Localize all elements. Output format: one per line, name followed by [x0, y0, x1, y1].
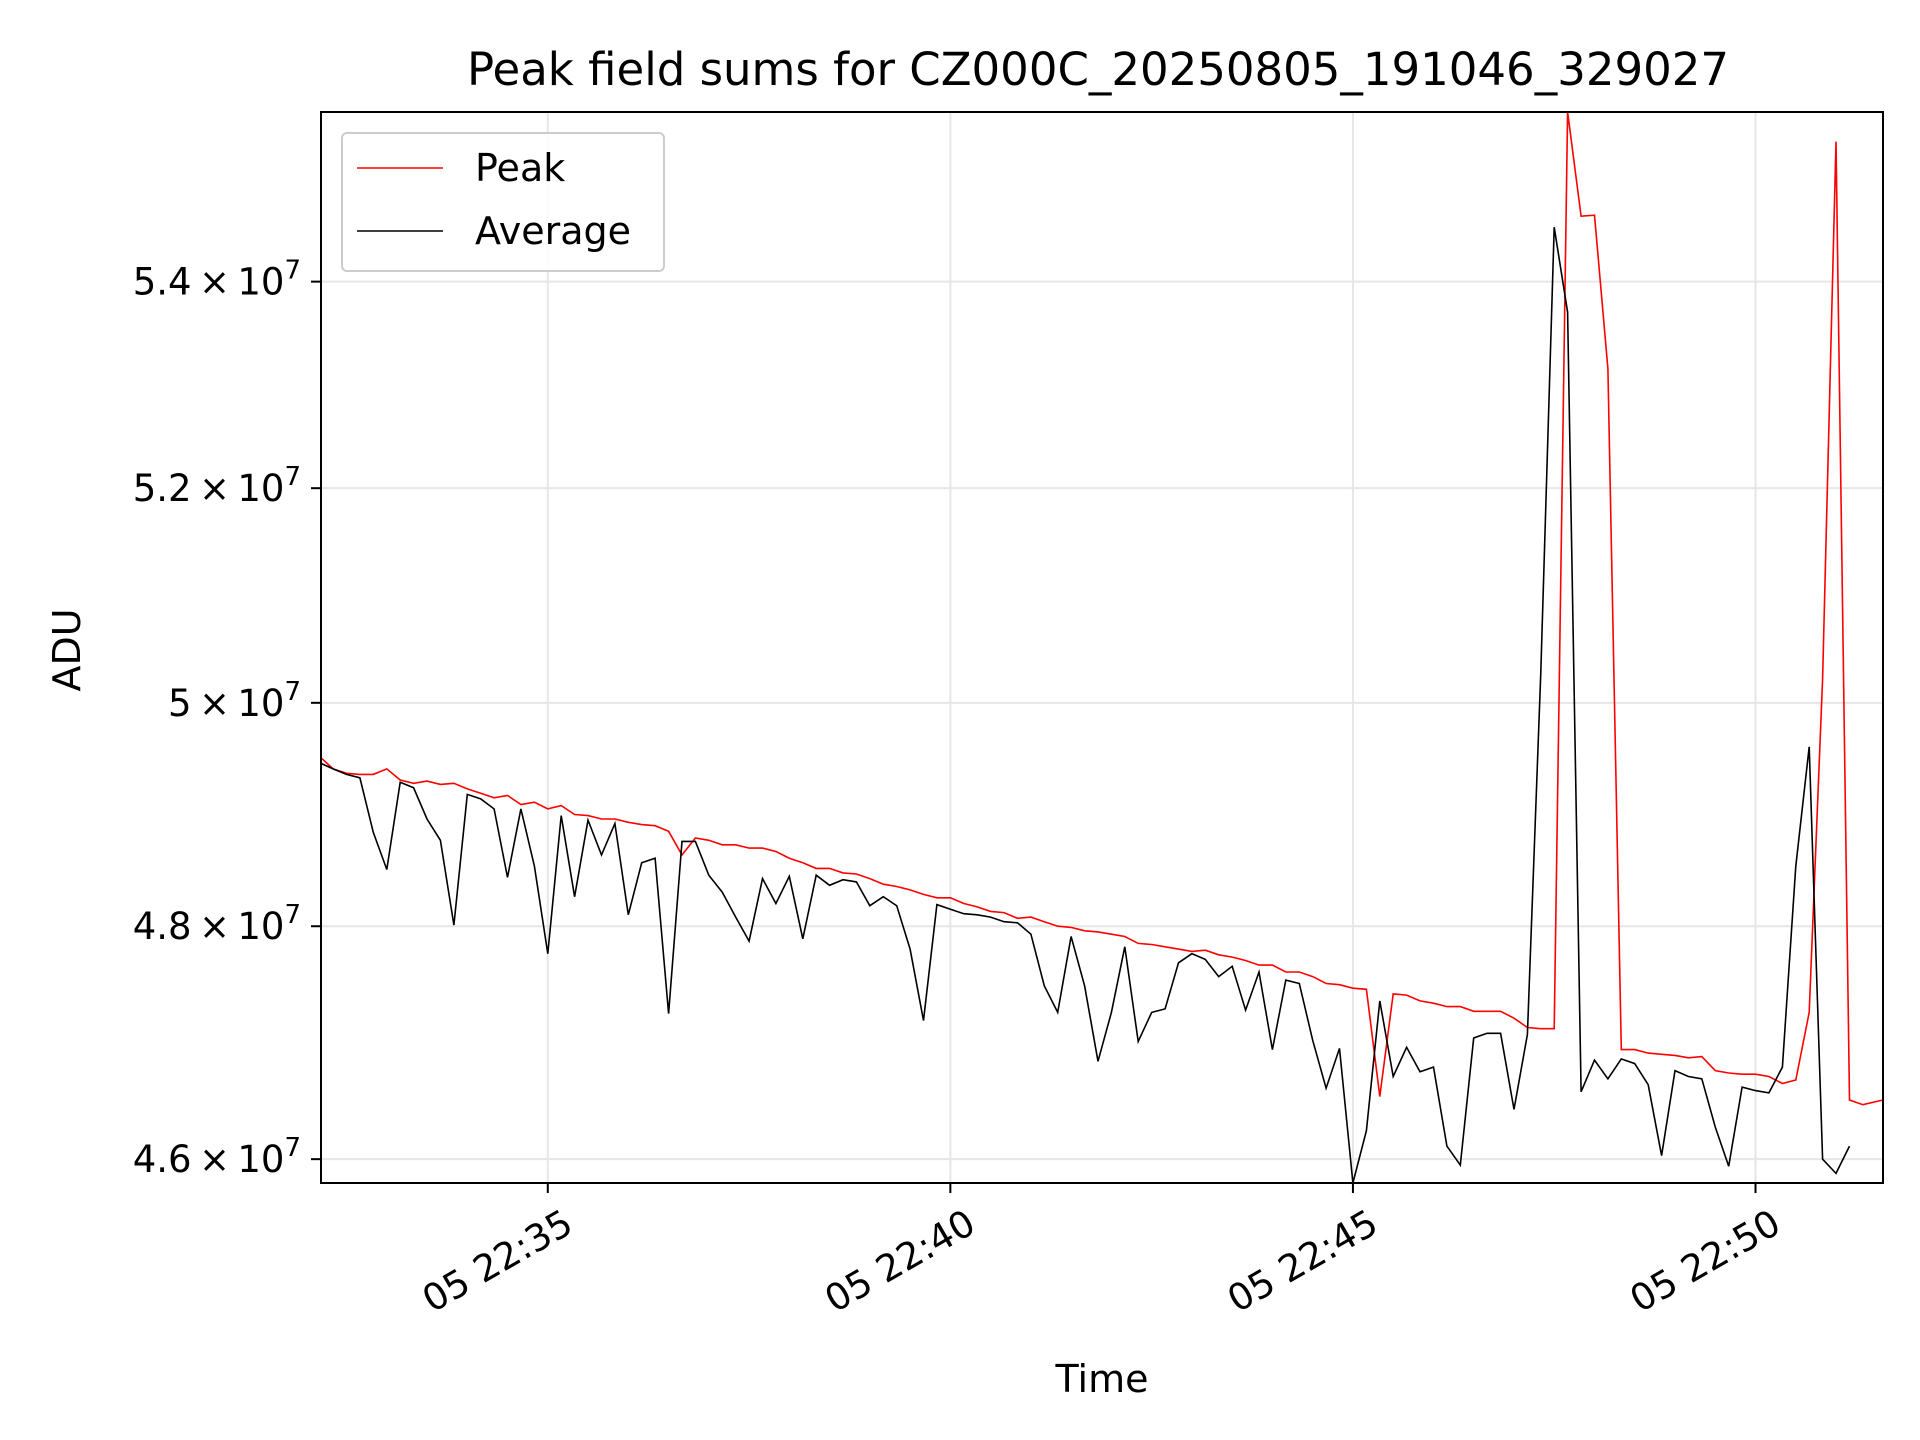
- y-tick-mantissa: 4.6: [133, 1138, 192, 1181]
- y-tick-base: × 10: [192, 1138, 285, 1181]
- series-line-average: [320, 227, 1851, 1184]
- legend-average-label: Average: [475, 209, 631, 253]
- y-tick-base: × 10: [192, 905, 285, 948]
- x-axis-label: Time: [1055, 1357, 1149, 1401]
- y-tick-exponent: 7: [284, 677, 301, 707]
- series-line-peak: [320, 111, 1884, 1106]
- y-tick-label: 5 × 107: [168, 677, 301, 725]
- y-tick-base: × 10: [192, 261, 285, 304]
- y-tick-exponent: 7: [284, 256, 301, 286]
- grid: [321, 112, 1883, 1183]
- plot-frame: [320, 111, 1884, 1184]
- y-tick-exponent: 7: [284, 1133, 301, 1163]
- y-tick-label: 4.6 × 107: [133, 1133, 301, 1181]
- y-tick-base: × 10: [192, 682, 285, 725]
- y-tick-label: 4.8 × 107: [133, 900, 301, 948]
- legend: Peak Average: [341, 132, 665, 272]
- y-tick-mantissa: 4.8: [133, 905, 192, 948]
- y-tick-base: × 10: [192, 467, 285, 510]
- y-tick-label: 5.2 × 107: [133, 462, 301, 510]
- legend-peak-label: Peak: [475, 146, 565, 190]
- y-tick-exponent: 7: [284, 462, 301, 492]
- y-tick-mantissa: 5: [168, 682, 192, 725]
- y-tick-mantissa: 5.2: [133, 467, 192, 510]
- chart-title: Peak field sums for CZ000C_20250805_1910…: [467, 43, 1729, 96]
- y-tick-label: 5.4 × 107: [133, 256, 301, 304]
- y-tick-exponent: 7: [284, 900, 301, 930]
- series-layer: [320, 111, 1884, 1184]
- y-axis-label: ADU: [45, 608, 89, 691]
- y-tick-mantissa: 5.4: [133, 261, 192, 304]
